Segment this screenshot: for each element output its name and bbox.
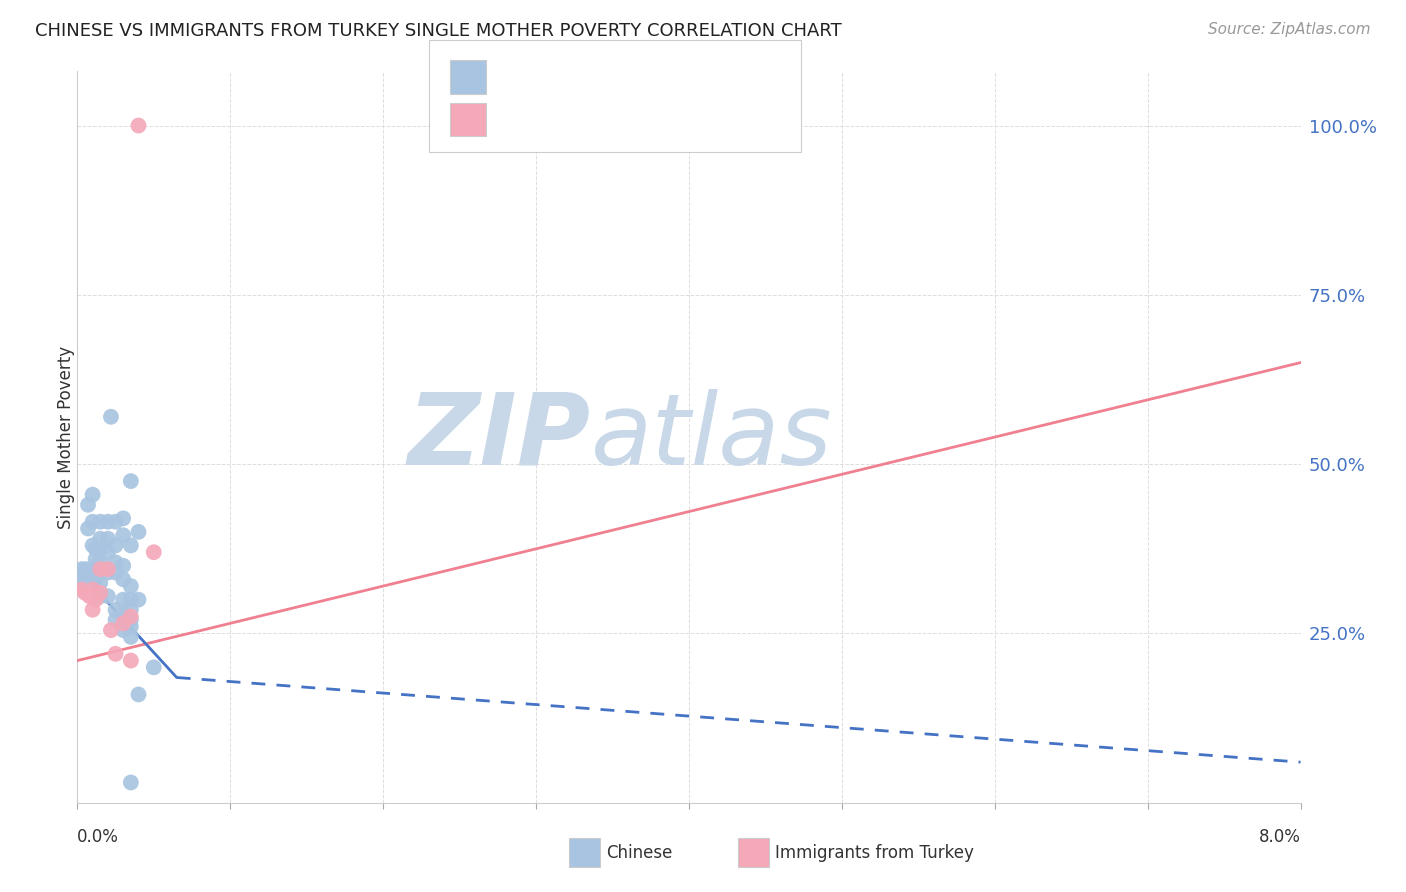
Point (104, 566, 127, 580)
Point (104, 613, 127, 627)
Point (89, 562, 111, 576)
Point (82, 488, 104, 502)
Point (104, 515, 127, 529)
Point (127, 119, 149, 133)
Point (89, 555, 111, 569)
Text: Chinese: Chinese (606, 844, 672, 862)
Point (97, 515, 120, 529)
Point (82, 538, 104, 552)
Text: Source: ZipAtlas.com: Source: ZipAtlas.com (1208, 22, 1371, 37)
Point (76, 562, 98, 576)
Point (104, 603, 127, 617)
Point (97, 532, 120, 546)
Point (127, 688, 149, 702)
Point (97, 562, 120, 576)
Point (82, 582, 104, 597)
Point (70, 582, 93, 597)
Point (112, 592, 135, 607)
Text: N =: N = (603, 68, 640, 86)
Point (89, 575, 111, 590)
Point (104, 647, 127, 661)
Point (73, 575, 96, 590)
Point (112, 558, 135, 573)
Point (120, 603, 142, 617)
Point (120, 592, 142, 607)
Point (97, 566, 120, 580)
Point (89, 562, 111, 576)
Point (82, 515, 104, 529)
Point (112, 623, 135, 637)
Text: 8.0%: 8.0% (1258, 828, 1301, 846)
Point (112, 511, 135, 525)
Point (77, 498, 100, 512)
Point (79, 589, 101, 603)
Text: ZIP: ZIP (408, 389, 591, 485)
Point (120, 613, 142, 627)
Point (112, 606, 135, 620)
Text: 0.0%: 0.0% (77, 828, 120, 846)
Y-axis label: Single Mother Poverty: Single Mother Poverty (58, 345, 75, 529)
Text: CHINESE VS IMMIGRANTS FROM TURKEY SINGLE MOTHER POVERTY CORRELATION CHART: CHINESE VS IMMIGRANTS FROM TURKEY SINGLE… (35, 22, 842, 40)
Point (104, 538, 127, 552)
Point (73, 572, 96, 586)
Point (97, 562, 120, 576)
Text: Immigrants from Turkey: Immigrants from Turkey (775, 844, 973, 862)
Point (112, 609, 135, 624)
Point (97, 545, 120, 559)
Text: N =: N = (603, 111, 640, 128)
Point (84, 541, 107, 556)
Point (89, 515, 111, 529)
Point (77, 521, 100, 535)
Point (142, 545, 165, 559)
Point (127, 524, 149, 539)
Point (89, 589, 111, 603)
Point (112, 528, 135, 542)
Point (120, 609, 142, 624)
Point (97, 589, 120, 603)
Point (112, 616, 135, 631)
Point (120, 630, 142, 644)
Text: 0.429: 0.429 (529, 111, 592, 128)
Point (112, 572, 135, 586)
Point (100, 409, 122, 424)
Text: R =: R = (498, 111, 534, 128)
Point (84, 592, 107, 607)
Text: 52: 52 (636, 68, 661, 86)
Point (70, 562, 93, 576)
Point (120, 474, 142, 488)
Point (104, 555, 127, 569)
Point (142, 660, 165, 674)
Text: -0.265: -0.265 (529, 68, 593, 86)
Text: 16: 16 (636, 111, 661, 128)
Point (89, 541, 111, 556)
Point (89, 586, 111, 600)
Point (84, 552, 107, 566)
Point (82, 603, 104, 617)
Point (120, 579, 142, 593)
Point (120, 654, 142, 668)
Point (69, 566, 91, 580)
Point (120, 775, 142, 789)
Point (127, 592, 149, 607)
Point (84, 572, 107, 586)
Point (84, 562, 107, 576)
Point (73, 586, 96, 600)
Point (120, 620, 142, 634)
Point (89, 532, 111, 546)
Text: atlas: atlas (591, 389, 832, 485)
Point (120, 538, 142, 552)
Point (100, 623, 122, 637)
Text: R =: R = (498, 68, 534, 86)
